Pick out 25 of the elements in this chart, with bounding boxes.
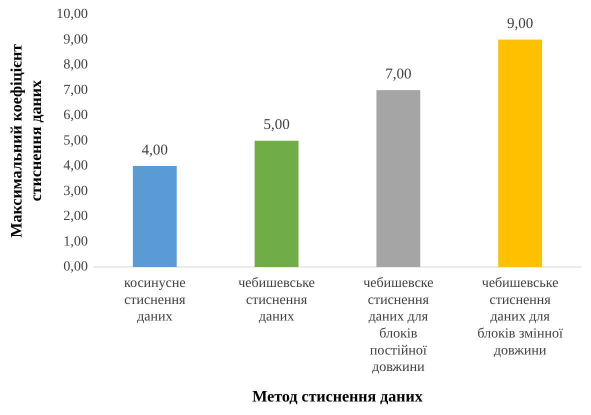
y-tick-label: 10,00 — [56, 7, 88, 22]
bar — [254, 140, 298, 267]
x-tick-label: чебишевське стиснення даних — [238, 276, 315, 325]
y-tick-label: 8,00 — [63, 58, 88, 73]
x-tick-label: чебишевське стиснення даних для блоків змінної довжини — [477, 276, 563, 358]
y-tick-label: 9,00 — [63, 32, 88, 48]
bar — [132, 166, 177, 267]
y-tick-label: 6,00 — [63, 108, 88, 124]
y-tick-label: 3,00 — [63, 184, 88, 199]
data-label: 7,00 — [385, 66, 412, 83]
data-label: 4,00 — [142, 142, 168, 158]
bar — [498, 40, 542, 267]
data-label: 5,00 — [263, 117, 290, 134]
x-tick-label: чебишевске стиснення даних для блоків постійної довжини — [363, 276, 434, 376]
y-tick-label: 1,00 — [63, 234, 88, 250]
y-tick-label: 4,00 — [63, 158, 88, 174]
x-tick-label: косинусне стиснення даних — [124, 276, 186, 325]
y-tick-label: 7,00 — [63, 82, 88, 98]
data-label: 9,00 — [506, 16, 534, 32]
y-tick-label: 5,00 — [63, 133, 88, 148]
x-axis-title: Метод стиснення даних — [252, 388, 423, 406]
y-axis-title: Максимальний коефіцієнт стиснення даних — [8, 44, 45, 238]
y-tick-label: 0,00 — [63, 260, 88, 275]
bar — [376, 90, 420, 267]
y-tick-label: 2,00 — [63, 209, 88, 224]
